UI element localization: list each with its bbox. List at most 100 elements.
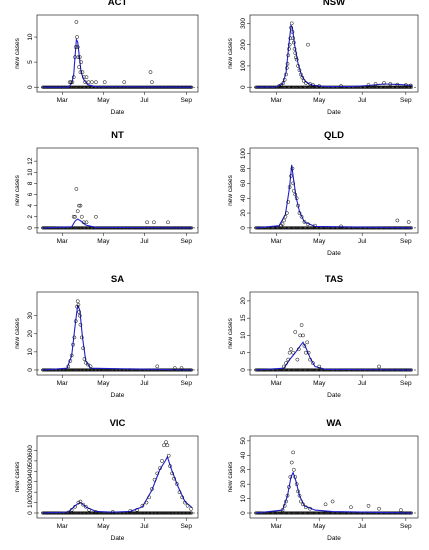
- data-point: [73, 214, 77, 219]
- data-point: [69, 353, 74, 358]
- x-tick-label: Sep: [400, 380, 412, 387]
- data-point: [399, 508, 403, 512]
- data-point: [145, 220, 150, 225]
- data-point: [67, 80, 72, 85]
- data-point: [284, 361, 288, 365]
- data-point: [102, 80, 107, 85]
- data-point: [160, 459, 164, 463]
- data-point: [122, 80, 127, 85]
- data-point: [185, 503, 190, 508]
- y-tick-label: 100: [27, 497, 34, 508]
- panel-title: TAS: [325, 274, 343, 285]
- panel-sa: SA Mar May Jul Sep 0 10 20 30 new cases Date: [14, 274, 199, 399]
- data-point: [76, 303, 81, 307]
- data-point: [291, 36, 295, 41]
- panel-title: SA: [111, 274, 124, 285]
- fit-line: [255, 164, 413, 229]
- y-tick-label: 40: [240, 194, 247, 202]
- data-point: [165, 443, 170, 448]
- data-point: [77, 313, 82, 318]
- data-point: [291, 350, 295, 355]
- data-point: [71, 342, 75, 347]
- panel-wa: WA Mar May Jul Sep 0 10 20 30 40 50 new cases Date: [227, 418, 419, 542]
- data-point: [283, 214, 288, 219]
- y-tick-label: 0: [27, 85, 34, 89]
- data-point: [294, 482, 299, 487]
- y-tick-label: 200: [27, 486, 34, 497]
- x-tick-label: Jul: [140, 97, 149, 104]
- data-point: [317, 84, 322, 88]
- data-point: [292, 40, 296, 45]
- data-point: [155, 471, 160, 476]
- data-point: [295, 357, 300, 362]
- panel-tas: TAS Mar May Jul Sep 0 5 10 15 20 new cases Date: [227, 274, 419, 399]
- data-point: [308, 506, 312, 511]
- data-point: [76, 55, 81, 59]
- plot-frame: [36, 147, 199, 234]
- data-point: [349, 505, 353, 510]
- data-point: [77, 65, 81, 69]
- y-tick-label: 8: [27, 181, 34, 185]
- data-point: [282, 503, 287, 508]
- data-point: [296, 64, 300, 68]
- plot-frame: [249, 147, 419, 234]
- data-point: [300, 75, 305, 80]
- data-point: [303, 505, 308, 510]
- data-point: [403, 83, 408, 87]
- data-point: [306, 222, 310, 227]
- y-tick-label: 6: [27, 192, 34, 196]
- data-point: [152, 220, 156, 225]
- data-point: [94, 80, 98, 85]
- fit-line: [42, 455, 193, 514]
- plot-frame: [249, 14, 419, 93]
- data-point: [297, 493, 302, 498]
- panel-title: NSW: [323, 0, 345, 8]
- y-axis-label: new cases: [227, 461, 234, 492]
- x-tick-label: Sep: [180, 97, 192, 104]
- data-point: [305, 340, 310, 345]
- data-point: [289, 21, 294, 26]
- y-tick-label: 20: [240, 297, 247, 305]
- data-point: [68, 359, 73, 363]
- data-point: [78, 70, 83, 75]
- y-axis-label: new cases: [227, 37, 234, 68]
- zero-points: [254, 85, 414, 89]
- data-point: [294, 57, 299, 62]
- data-point: [291, 181, 295, 186]
- x-tick-label: May: [313, 97, 326, 104]
- x-axis-label: Date: [327, 535, 341, 542]
- data-point: [287, 47, 291, 51]
- panel-act: ACT Mar May Jul Sep 0 5 10 new cases Date: [14, 0, 199, 116]
- x-tick-label: Sep: [180, 523, 192, 530]
- x-tick-label: May: [97, 97, 110, 104]
- data-point: [166, 453, 171, 458]
- y-tick-label: 400: [27, 466, 34, 477]
- data-point: [293, 51, 298, 56]
- y-tick-label: 30: [240, 466, 247, 474]
- data-point: [286, 53, 291, 58]
- panel-title: WA: [326, 418, 341, 429]
- data-point: [279, 83, 284, 87]
- x-tick-label: Sep: [400, 238, 412, 245]
- data-point: [168, 464, 172, 468]
- x-tick-label: Mar: [271, 380, 283, 387]
- data-point: [75, 209, 80, 214]
- y-tick-label: 0: [27, 226, 34, 230]
- data-point: [288, 475, 293, 479]
- data-point: [174, 481, 179, 486]
- x-axis-label: Date: [111, 392, 125, 399]
- data-point: [290, 166, 295, 171]
- y-tick-label: 30: [27, 312, 34, 320]
- data-point: [73, 504, 77, 509]
- data-point: [287, 350, 292, 355]
- data-point: [284, 499, 288, 504]
- data-point: [285, 493, 290, 498]
- data-point: [282, 364, 286, 369]
- data-point: [303, 350, 308, 355]
- data-point: [294, 196, 299, 201]
- data-point: [293, 192, 298, 197]
- y-axis-label: new cases: [14, 317, 21, 348]
- data-point: [73, 319, 78, 323]
